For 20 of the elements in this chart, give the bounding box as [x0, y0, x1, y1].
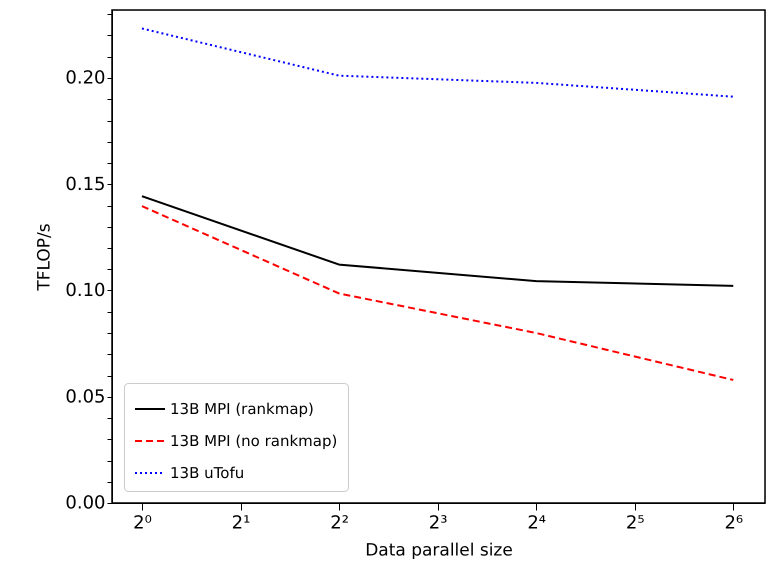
y-tick-label: 0.00 [65, 492, 106, 514]
x-tick-label: 2¹ [232, 512, 250, 534]
line-series [140, 195, 734, 287]
y-tick-label: 0.05 [65, 386, 106, 408]
legend-label: 13B MPI (no rankmap) [170, 432, 338, 450]
y-tick-label: 0.10 [65, 280, 106, 301]
x-tick-label: 2⁰ [133, 512, 152, 534]
x-tick-label: 2⁴ [527, 512, 546, 534]
line-series [140, 27, 734, 98]
y-tick-label: 0.15 [65, 174, 106, 195]
legend-label: 13B MPI (rankmap) [170, 400, 314, 418]
x-tick-label: 2³ [428, 512, 448, 534]
x-axis-title: Data parallel size [365, 540, 513, 560]
x-tick-label: 2⁵ [626, 512, 645, 534]
x-tick-label: 2⁶ [724, 512, 744, 534]
legend-label: 13B uTofu [170, 464, 244, 482]
line-series [140, 205, 734, 381]
y-tick-label: 0.20 [65, 68, 106, 88]
y-axis-title: TFLOP/s [34, 223, 54, 292]
x-tick-label: 2² [330, 512, 349, 534]
